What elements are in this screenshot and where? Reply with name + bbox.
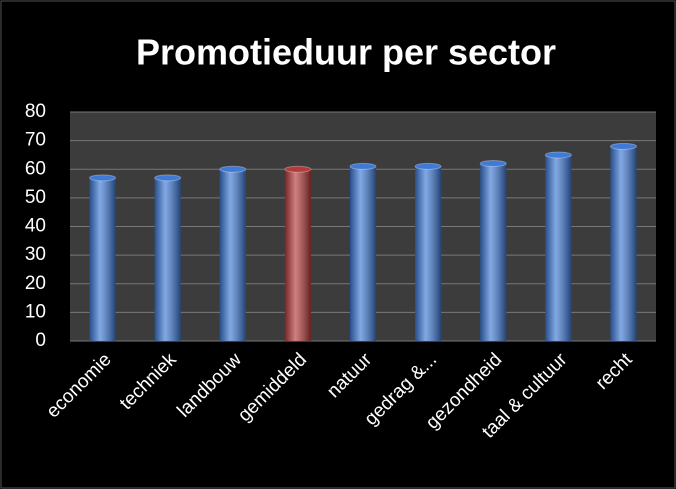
y-tick-label: 80 bbox=[25, 101, 46, 122]
bar-shine bbox=[415, 166, 442, 341]
bar-shine bbox=[349, 166, 377, 341]
bar-cap bbox=[544, 151, 572, 159]
y-tick-label: 60 bbox=[25, 158, 46, 179]
bar-cap bbox=[479, 160, 507, 168]
bar-cap bbox=[284, 165, 312, 173]
y-tick-label: 50 bbox=[25, 187, 46, 208]
y-tick-label: 10 bbox=[25, 301, 46, 322]
bar-cap bbox=[154, 174, 182, 182]
y-tick-label: 70 bbox=[25, 130, 46, 151]
bar-shine bbox=[89, 177, 116, 341]
bar-cap bbox=[219, 165, 247, 173]
bar-shine bbox=[154, 177, 181, 341]
bar-shine bbox=[545, 154, 572, 341]
bar-cap bbox=[609, 142, 637, 150]
bar-cap bbox=[89, 174, 117, 182]
y-tick-label: 0 bbox=[35, 330, 46, 351]
bar-cap bbox=[414, 162, 442, 170]
y-tick-label: 20 bbox=[25, 273, 46, 294]
bar-shine bbox=[219, 169, 246, 341]
y-tick-label: 30 bbox=[25, 244, 46, 265]
bar-shine bbox=[284, 169, 311, 341]
chart-title: Promotieduur per sector bbox=[136, 32, 556, 73]
y-tick-label: 40 bbox=[25, 216, 46, 237]
bar-cap bbox=[349, 162, 377, 170]
bar-shine bbox=[480, 163, 507, 341]
bar-shine bbox=[610, 146, 637, 341]
